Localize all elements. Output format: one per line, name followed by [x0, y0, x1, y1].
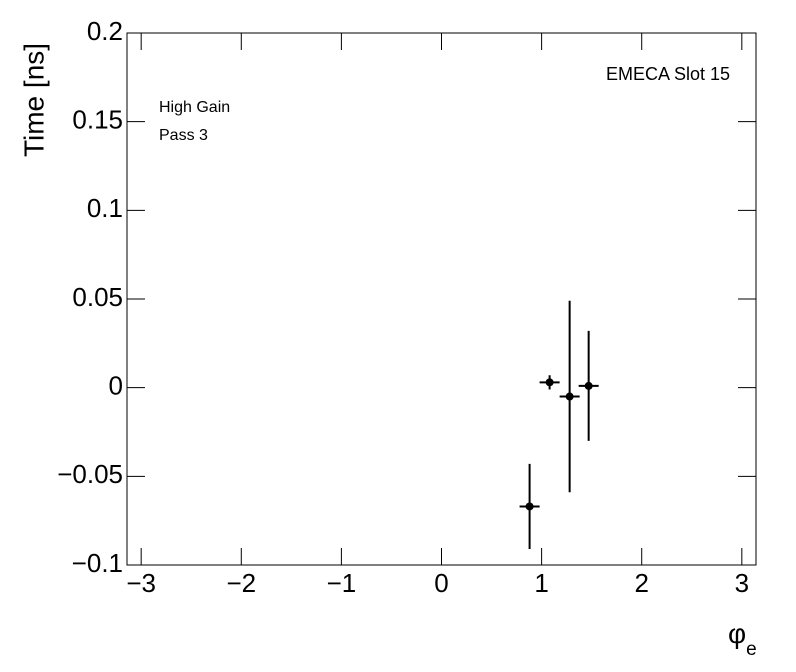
- x-tick-label: 2: [634, 568, 648, 598]
- y-tick-label: 0.2: [87, 16, 123, 46]
- annotation: High Gain: [159, 99, 230, 116]
- y-tick-label: −0.1: [72, 548, 123, 578]
- y-tick-label: 0: [109, 371, 123, 401]
- annotation: Pass 3: [159, 127, 208, 144]
- data-point: [545, 378, 554, 387]
- data-point: [565, 392, 574, 401]
- x-tick-label: −2: [226, 568, 256, 598]
- x-tick-label: 1: [534, 568, 548, 598]
- x-tick-label: −3: [126, 568, 156, 598]
- y-tick-label: 0.15: [72, 105, 123, 135]
- x-axis-symbol: φ: [728, 618, 746, 649]
- x-axis-subscript: e: [746, 639, 757, 660]
- annotation: EMECA Slot 15: [606, 64, 730, 84]
- x-axis-label: φe: [728, 618, 757, 660]
- x-tick-label: 0: [434, 568, 448, 598]
- y-tick-label: 0.05: [72, 282, 123, 312]
- x-tick-label: 3: [735, 568, 749, 598]
- x-tick-label: −1: [327, 568, 357, 598]
- y-tick-label: −0.05: [57, 459, 123, 489]
- y-tick-label: 0.1: [87, 193, 123, 223]
- data-point: [525, 502, 534, 511]
- y-axis-label: Time [ns]: [18, 43, 49, 157]
- data-point: [584, 381, 593, 390]
